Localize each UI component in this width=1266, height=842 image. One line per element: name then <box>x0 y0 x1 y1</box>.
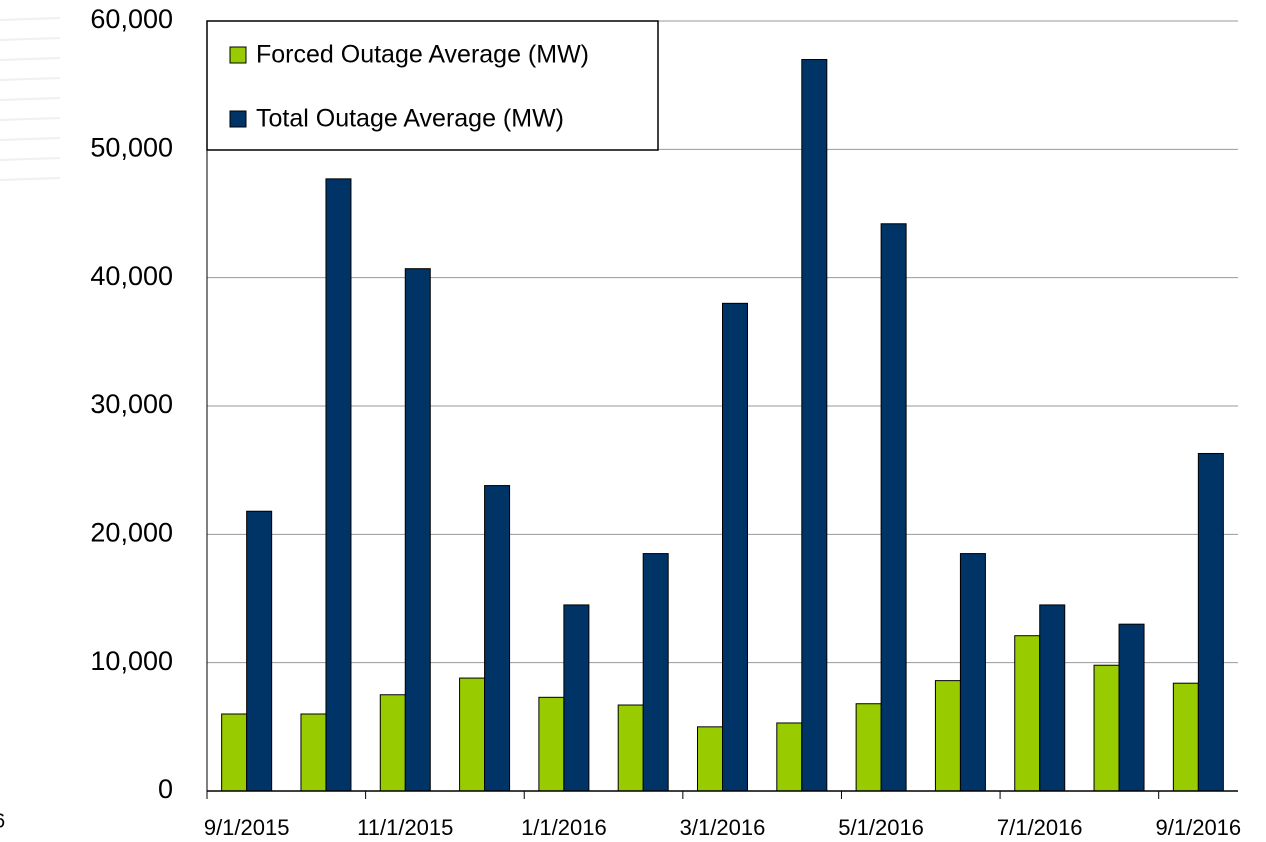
x-tick-label: 11/1/2015 <box>357 815 453 840</box>
x-tick-label: 3/1/2016 <box>680 815 766 840</box>
legend-box <box>206 20 659 151</box>
x-tick-label: 5/1/2016 <box>838 815 924 840</box>
bar <box>934 680 961 792</box>
bar <box>1014 635 1041 792</box>
bar <box>246 510 273 792</box>
bar <box>1118 623 1145 792</box>
bar <box>722 302 748 792</box>
y-tick-label: 20,000 <box>90 517 173 547</box>
bar <box>221 713 248 792</box>
bar <box>642 553 669 792</box>
bar <box>617 704 644 792</box>
x-tick-label: 1/1/2016 <box>521 815 607 840</box>
x-tick-label: 9/1/2015 <box>204 815 290 840</box>
x-tick-label: 9/1/2016 <box>1156 815 1242 840</box>
legend-swatch <box>229 46 247 64</box>
decoration <box>0 17 61 181</box>
legend-label: Forced Outage Average (MW) <box>256 41 589 69</box>
bar <box>855 703 882 792</box>
bar <box>538 696 565 792</box>
y-tick-label: 0 <box>158 774 173 804</box>
bar <box>325 178 352 792</box>
y-tick-label: 50,000 <box>90 132 173 162</box>
bar <box>959 553 986 792</box>
y-tick-label: 40,000 <box>90 261 173 291</box>
bar <box>801 59 828 792</box>
legend-label: Total Outage Average (MW) <box>256 105 564 133</box>
bar <box>1093 664 1120 792</box>
bar <box>484 485 511 792</box>
bar <box>563 604 590 792</box>
y-tick-label: 60,000 <box>90 4 173 34</box>
bar <box>1039 604 1066 792</box>
bar <box>880 223 907 792</box>
bar <box>1197 452 1224 792</box>
legend-swatch <box>229 110 247 128</box>
bar <box>459 677 486 792</box>
bar <box>404 268 431 792</box>
bar <box>379 694 406 792</box>
bar <box>697 726 723 792</box>
x-tick-label: 7/1/2016 <box>997 815 1083 840</box>
bar <box>300 713 327 792</box>
bar <box>776 722 803 792</box>
bar <box>1172 682 1199 792</box>
y-tick-label: 10,000 <box>90 646 173 676</box>
page-number: 6 <box>0 810 5 832</box>
y-tick-label: 30,000 <box>90 389 173 419</box>
